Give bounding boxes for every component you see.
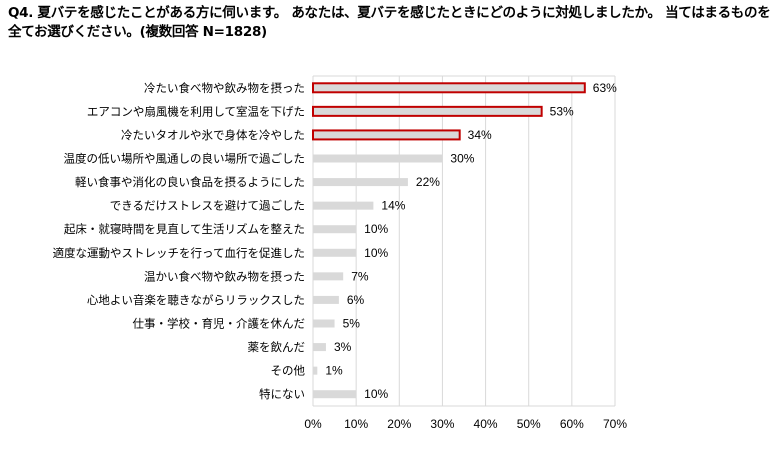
category-label: 温かい食べ物や飲み物を摂った: [144, 269, 305, 283]
value-label: 34%: [468, 128, 492, 142]
value-label: 53%: [550, 104, 574, 118]
bar: [313, 390, 357, 399]
bar: [312, 82, 586, 94]
value-label: 5%: [343, 317, 361, 331]
category-label: 特にない: [259, 387, 305, 401]
bar: [313, 178, 408, 187]
x-tick-label: 40%: [474, 417, 498, 431]
value-label: 30%: [450, 152, 474, 166]
value-label: 6%: [347, 293, 365, 307]
x-tick-label: 70%: [603, 417, 627, 431]
bar: [313, 225, 357, 234]
bar: [312, 105, 543, 117]
category-label: 冷たいタオルや氷で身体を冷やした: [121, 128, 305, 142]
x-tick-label: 50%: [517, 417, 541, 431]
category-label: 温度の低い場所や風通しの良い場所で過ごした: [64, 152, 306, 166]
chart-title: Q4. 夏バテを感じたことがある方に伺います。 あなたは、夏バテを感じたときにど…: [8, 5, 771, 40]
x-tick-label: 20%: [387, 417, 411, 431]
bar: [313, 319, 335, 328]
x-tick-label: 30%: [430, 417, 454, 431]
x-tick-label: 60%: [560, 417, 584, 431]
category-label: 適度な運動やストレッチを行って血行を促進した: [53, 246, 305, 260]
value-label: 7%: [351, 269, 369, 283]
x-tick-label: 10%: [344, 417, 368, 431]
value-label: 63%: [593, 81, 617, 95]
category-label: 起床・就寝時間を見直して生活リズムを整えた: [64, 222, 305, 236]
category-label: その他: [271, 364, 306, 378]
category-label: 薬を飲んだ: [248, 340, 306, 354]
category-label: できるだけストレスを避けて過ごした: [110, 199, 305, 213]
bar: [313, 248, 357, 257]
value-label: 10%: [364, 222, 388, 236]
x-tick-label: 0%: [304, 417, 322, 431]
bar: [313, 366, 318, 375]
bar: [313, 343, 326, 352]
category-label: 冷たい食べ物や飲み物を摂った: [144, 81, 305, 95]
value-label: 10%: [364, 387, 388, 401]
value-label: 10%: [364, 246, 388, 260]
bar: [313, 272, 344, 281]
bar: [313, 201, 374, 210]
category-label: 心地よい音楽を聴きながらリラックスした: [87, 293, 305, 307]
category-label: エアコンや扇風機を利用して室温を下げた: [87, 104, 305, 118]
value-label: 1%: [325, 364, 343, 378]
value-label: 22%: [416, 175, 440, 189]
bar: [313, 295, 339, 304]
category-label: 仕事・学校・育児・介護を休んだ: [133, 317, 306, 331]
bar: [313, 154, 443, 163]
value-label: 14%: [381, 199, 405, 213]
bar: [312, 129, 461, 141]
value-label: 3%: [334, 340, 352, 354]
category-label: 軽い食事や消化の良い食品を摂るようにした: [75, 175, 305, 189]
